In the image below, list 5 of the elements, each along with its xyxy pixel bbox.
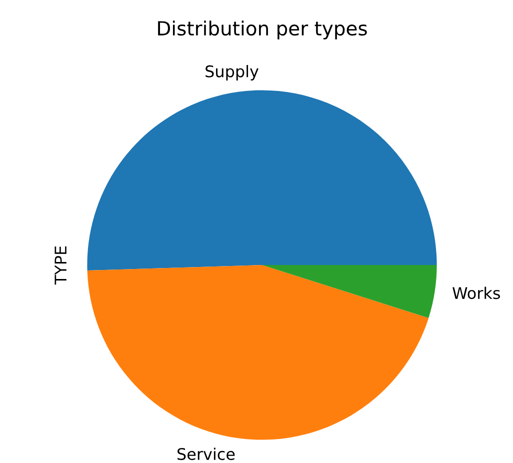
slice-label: Supply	[206, 65, 258, 80]
text: TYPE	[54, 246, 66, 285]
chart-title: Distribution per types	[158, 20, 367, 40]
slice-label: Service	[178, 448, 235, 460]
slice-label: Works	[452, 286, 500, 300]
